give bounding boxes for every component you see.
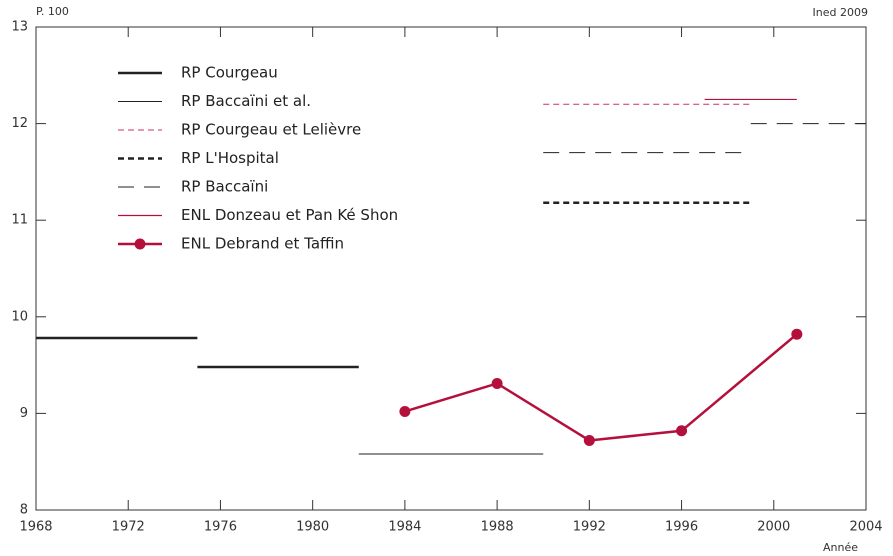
legend-label: RP Courgeau <box>181 64 278 82</box>
y-tick-label: 8 <box>20 503 28 518</box>
data-point <box>583 434 595 446</box>
x-tick-label: 1988 <box>481 520 514 535</box>
y-tick-label: 10 <box>11 309 28 324</box>
y-tick-label: 12 <box>11 116 28 131</box>
legend: RP Courgeau RP Baccaïni et al. RP Courgeau… <box>118 64 398 253</box>
legend-marker <box>134 238 146 250</box>
series-line <box>404 333 798 442</box>
legend-label: RP Courgeau et Lelièvre <box>181 121 361 139</box>
legend-label: RP L'Hospital <box>181 149 279 167</box>
x-tick-label: 1972 <box>112 520 145 535</box>
y-axis-label: P. 100 <box>36 5 69 18</box>
y-tick-label: 11 <box>11 213 28 228</box>
x-tick-label: 1968 <box>19 520 52 535</box>
x-tick-label: 1992 <box>573 520 606 535</box>
x-tick-label: 1996 <box>665 520 698 535</box>
x-tick-label: 1980 <box>296 520 329 535</box>
data-point <box>676 425 688 437</box>
x-tick-label: 2004 <box>849 520 882 535</box>
legend-label: ENL Donzeau et Pan Ké Shon <box>181 206 398 224</box>
source: Ined 2009 <box>813 6 868 19</box>
plot-frame <box>35 26 867 511</box>
y-tick-label: 13 <box>11 20 28 35</box>
x-tick-label: 1984 <box>388 520 421 535</box>
legend-label: RP Baccaïni <box>181 178 268 196</box>
x-axis-label: Année <box>823 541 858 554</box>
data-point <box>399 405 411 417</box>
x-tick-label: 2000 <box>757 520 790 535</box>
data-point <box>491 377 503 389</box>
x-tick-label: 1976 <box>204 520 237 535</box>
data-point <box>791 328 803 340</box>
legend-label: ENL Debrand et Taffin <box>181 235 344 253</box>
y-tick-label: 9 <box>20 406 28 421</box>
legend-label: RP Baccaïni et al. <box>181 92 311 110</box>
